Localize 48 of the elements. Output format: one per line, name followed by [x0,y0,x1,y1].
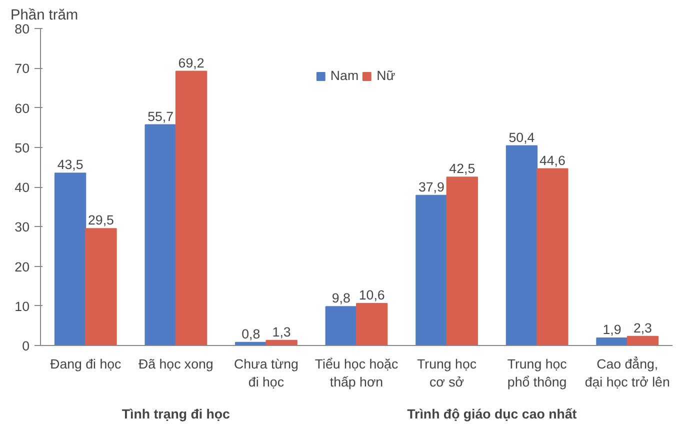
x-tick-label: Trung học phổ thông [507,356,568,390]
x-tick-label: Đã học xong [138,356,214,372]
data-label: 2,3 [633,320,652,336]
legend-label: Nam [330,68,359,83]
x-tick-label: Tiểu học hoặc thấp hơn [314,356,398,390]
data-label: 10,6 [358,287,385,302]
legend-label: Nữ [376,68,396,83]
data-label: 69,2 [178,55,204,70]
x-tick-label: Cao đẳng, đại học trở lên [584,356,670,390]
data-label: 1,9 [602,322,622,337]
data-label: 9,8 [332,290,350,306]
bar [626,336,659,346]
y-tick-label: 60 [14,100,30,116]
bar [416,194,448,346]
data-label: 44,6 [539,152,566,168]
data-label: 43,5 [57,157,84,172]
data-label: 55,7 [148,108,174,124]
data-label: 29,5 [88,212,114,228]
y-tick-label: 0 [22,338,30,354]
bar [596,337,628,346]
y-tick-label: 30 [14,220,30,235]
bar [85,228,117,346]
data-label: 37,9 [418,179,444,194]
y-tick-label: 40 [14,180,30,195]
bar [175,70,208,346]
y-tick-label: 70 [14,61,30,76]
data-label: 42,5 [449,161,476,176]
bar [446,176,478,346]
bar [54,172,86,346]
bar [356,302,388,346]
x-tick-label: Trung học cơ sở [417,356,477,390]
data-label: 0,8 [242,326,260,342]
bar [536,168,568,346]
y-axis-title: Phần trăm [10,8,78,24]
text: Trình độ giáo dục cao nhất [407,406,578,422]
x-tick-label: Chưa từng đi học [234,356,298,390]
bar [325,306,357,346]
text: Tình trạng đi học [122,406,231,422]
x-tick-label: Đang đi học [50,356,122,372]
bar [266,340,298,346]
bar [506,145,538,346]
data-label: 50,4 [508,130,536,145]
y-tick-label: 20 [14,259,30,274]
y-tick-label: 50 [14,140,30,156]
data-label: 1,3 [272,324,291,340]
y-tick-label: 10 [14,298,30,314]
bar [144,124,176,346]
y-tick-label: 80 [14,22,30,36]
